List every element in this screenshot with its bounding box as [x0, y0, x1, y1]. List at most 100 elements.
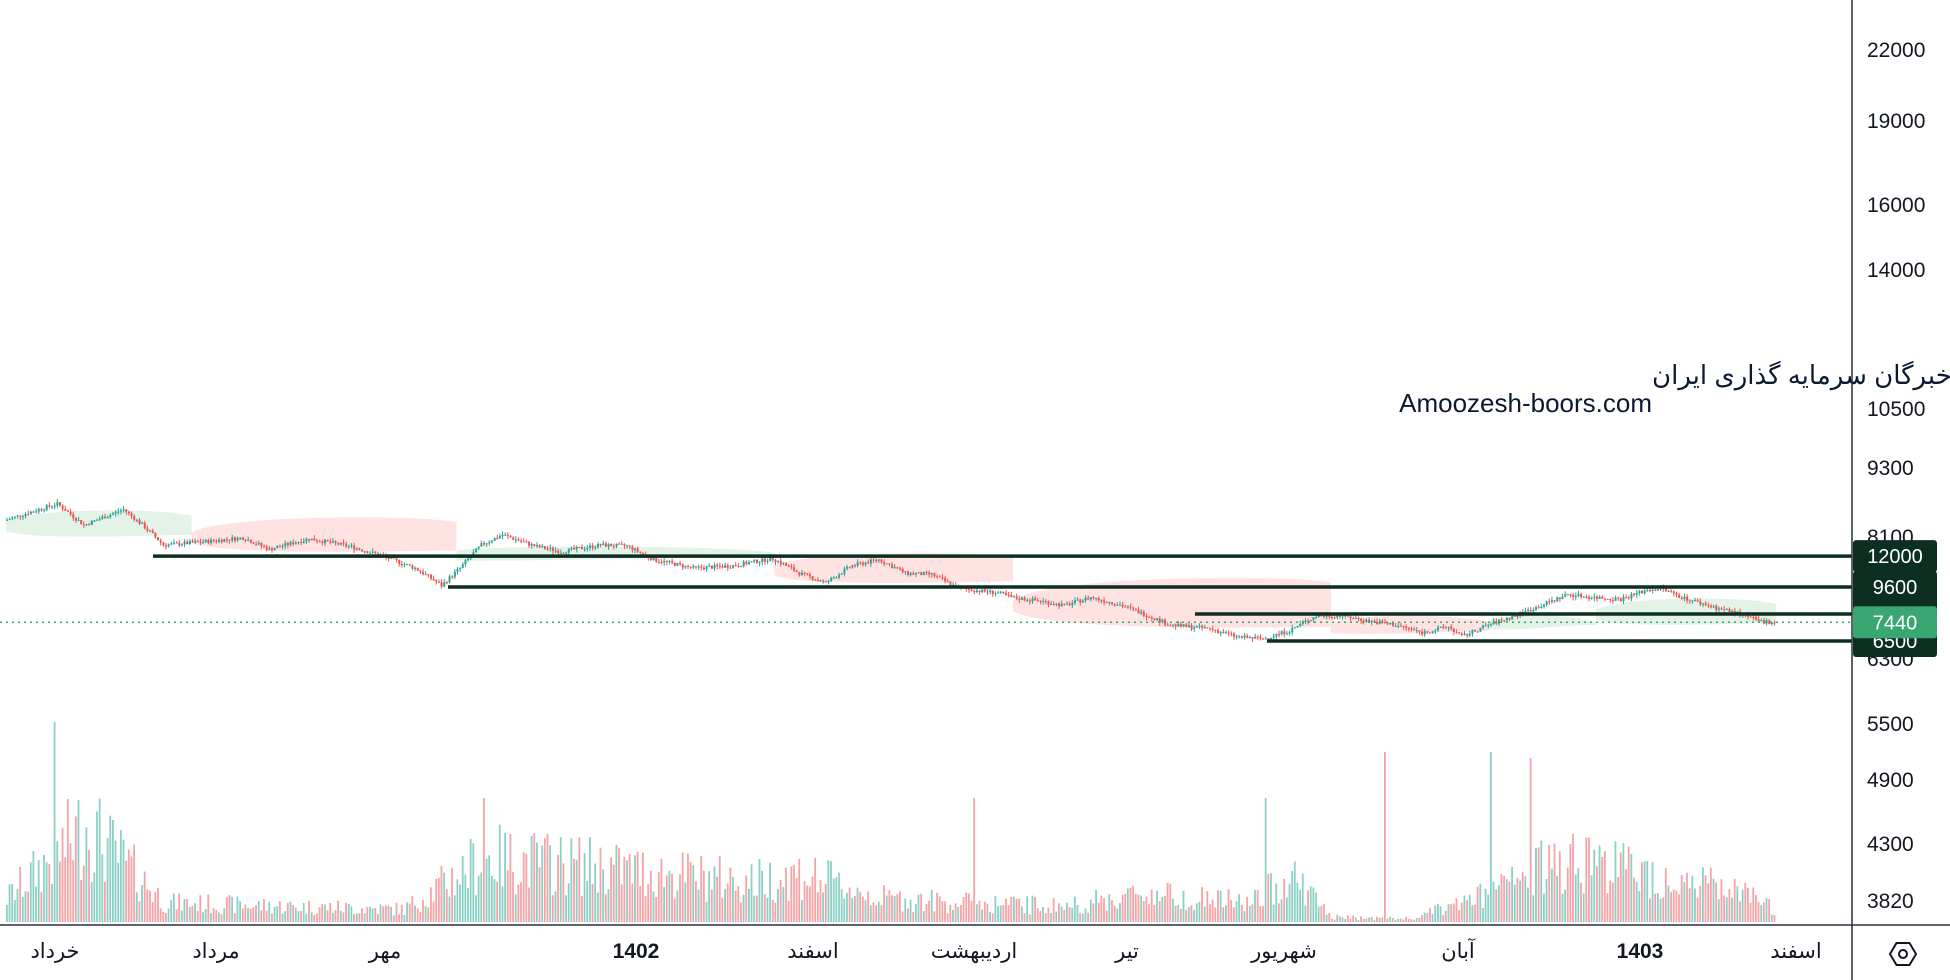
candle-body: [1309, 619, 1312, 622]
candle-body: [581, 547, 584, 550]
volume-bar: [329, 902, 332, 922]
candle-body: [602, 543, 605, 546]
volume-bar: [1013, 896, 1015, 922]
volume-bar: [559, 837, 562, 922]
candle-body: [1378, 621, 1381, 624]
volume-bar: [1561, 893, 1564, 922]
candle-body: [1466, 634, 1469, 636]
candle-body: [432, 578, 435, 581]
candle-body: [329, 541, 332, 543]
candle-body: [877, 559, 880, 561]
volume-bar: [859, 891, 862, 922]
candle-body: [1415, 630, 1418, 632]
volume-bar: [811, 876, 814, 922]
volume-bar: [1580, 882, 1582, 922]
volume-bar: [74, 816, 77, 922]
candle-body: [271, 548, 273, 551]
volume-bar: [350, 906, 353, 922]
candle-body: [1153, 618, 1156, 621]
volume-bar: [899, 891, 901, 922]
candle-body: [1603, 598, 1606, 600]
volume-bar: [883, 885, 885, 922]
volume-bar: [1227, 889, 1230, 922]
candle-body: [1034, 598, 1037, 601]
candle-body: [814, 579, 817, 581]
candle-body: [1235, 636, 1238, 638]
hexagon-settings-icon[interactable]: [1888, 942, 1918, 966]
volume-bar: [1516, 877, 1519, 922]
candle-body: [1593, 596, 1596, 599]
volume-bar: [310, 912, 313, 922]
candle-body: [695, 566, 697, 568]
candle-body: [276, 546, 279, 549]
volume-bar: [676, 890, 679, 922]
candle-body: [925, 572, 928, 574]
candle-body: [1103, 600, 1106, 603]
volume-bar: [785, 867, 787, 922]
volume-bar: [949, 904, 952, 922]
volume-bar: [1145, 896, 1148, 922]
volume-bar: [244, 904, 247, 922]
candle-body: [1081, 600, 1084, 603]
candle-body: [419, 570, 422, 572]
volume-bar: [16, 888, 19, 922]
candle-body: [1005, 593, 1008, 595]
volume-bar: [628, 853, 631, 922]
volume-bar: [157, 887, 159, 922]
candle-body: [1002, 591, 1005, 594]
candle-body: [1463, 634, 1466, 636]
candle-body: [1617, 597, 1620, 599]
candle-body: [1527, 609, 1530, 611]
candle-body: [861, 562, 864, 565]
volume-bar: [1656, 893, 1659, 922]
candle-body: [1500, 619, 1503, 621]
volume-bar: [779, 879, 782, 922]
volume-bar: [490, 875, 493, 922]
candle-body: [345, 543, 348, 547]
volume-bar: [281, 913, 284, 922]
candle-body: [273, 548, 276, 551]
candle-body: [1585, 596, 1588, 598]
volume-bar: [1341, 917, 1344, 922]
candle-body: [1725, 609, 1728, 611]
volume-bar: [1617, 877, 1619, 922]
volume-bar: [461, 855, 464, 922]
candle-body: [565, 552, 568, 554]
x-tick-label: اردیبهشت: [931, 940, 1018, 963]
volume-bar: [729, 867, 732, 922]
candle-body: [750, 561, 753, 563]
candle-body: [1452, 628, 1455, 633]
candle-body: [604, 543, 607, 547]
candle-body: [1627, 597, 1630, 599]
candle-body: [1246, 635, 1249, 638]
volume-bar: [832, 878, 835, 922]
candle-body: [875, 559, 878, 561]
volume-bar: [241, 908, 244, 922]
volume-bar: [1553, 843, 1556, 922]
candle-body: [999, 591, 1002, 593]
volume-bar: [1619, 852, 1622, 922]
volume-bar: [965, 892, 968, 922]
volume-bar: [1702, 867, 1704, 922]
candle-body: [1230, 633, 1233, 635]
volume-bar: [1370, 917, 1373, 922]
candle-body: [472, 552, 475, 557]
volume-bar: [1164, 895, 1166, 922]
candle-body: [374, 551, 377, 554]
candle-body: [819, 580, 822, 582]
candle-body: [1606, 598, 1609, 600]
volume-bar: [1405, 916, 1407, 922]
y-tick-label: 14000: [1867, 259, 1925, 282]
candle-body: [1349, 616, 1352, 619]
volume-bar: [289, 901, 292, 922]
candle-body: [1108, 602, 1111, 604]
candle-body: [321, 541, 324, 544]
candle-body: [1097, 598, 1100, 601]
volume-bar: [869, 905, 872, 922]
candle-body: [596, 543, 599, 548]
volume-bar: [1153, 904, 1156, 922]
volume-bar: [321, 903, 324, 922]
volume-bar: [387, 905, 390, 922]
candle-body: [554, 550, 557, 552]
volume-bar: [642, 852, 644, 922]
